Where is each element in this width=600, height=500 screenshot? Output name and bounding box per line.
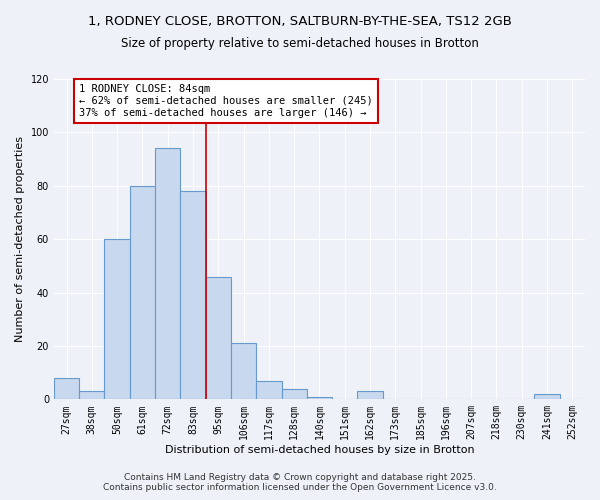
Bar (104, 239, 130, 400)
Bar (307, 396, 332, 400)
Bar (358, 392, 383, 400)
Bar (256, 380, 281, 400)
Bar (231, 344, 256, 400)
Bar (181, 191, 206, 400)
Bar (155, 148, 181, 400)
Text: Contains HM Land Registry data © Crown copyright and database right 2025.
Contai: Contains HM Land Registry data © Crown c… (103, 473, 497, 492)
X-axis label: Distribution of semi-detached houses by size in Brotton: Distribution of semi-detached houses by … (164, 445, 474, 455)
Bar (535, 394, 560, 400)
Text: 1 RODNEY CLOSE: 84sqm
← 62% of semi-detached houses are smaller (245)
37% of sem: 1 RODNEY CLOSE: 84sqm ← 62% of semi-deta… (79, 84, 373, 117)
Y-axis label: Number of semi-detached properties: Number of semi-detached properties (15, 136, 25, 342)
Bar (281, 388, 307, 400)
Bar (54, 378, 79, 400)
Bar (206, 276, 231, 400)
Text: 1, RODNEY CLOSE, BROTTON, SALTBURN-BY-THE-SEA, TS12 2GB: 1, RODNEY CLOSE, BROTTON, SALTBURN-BY-TH… (88, 15, 512, 28)
Bar (130, 186, 155, 400)
Text: Size of property relative to semi-detached houses in Brotton: Size of property relative to semi-detach… (121, 38, 479, 51)
Bar (79, 392, 104, 400)
